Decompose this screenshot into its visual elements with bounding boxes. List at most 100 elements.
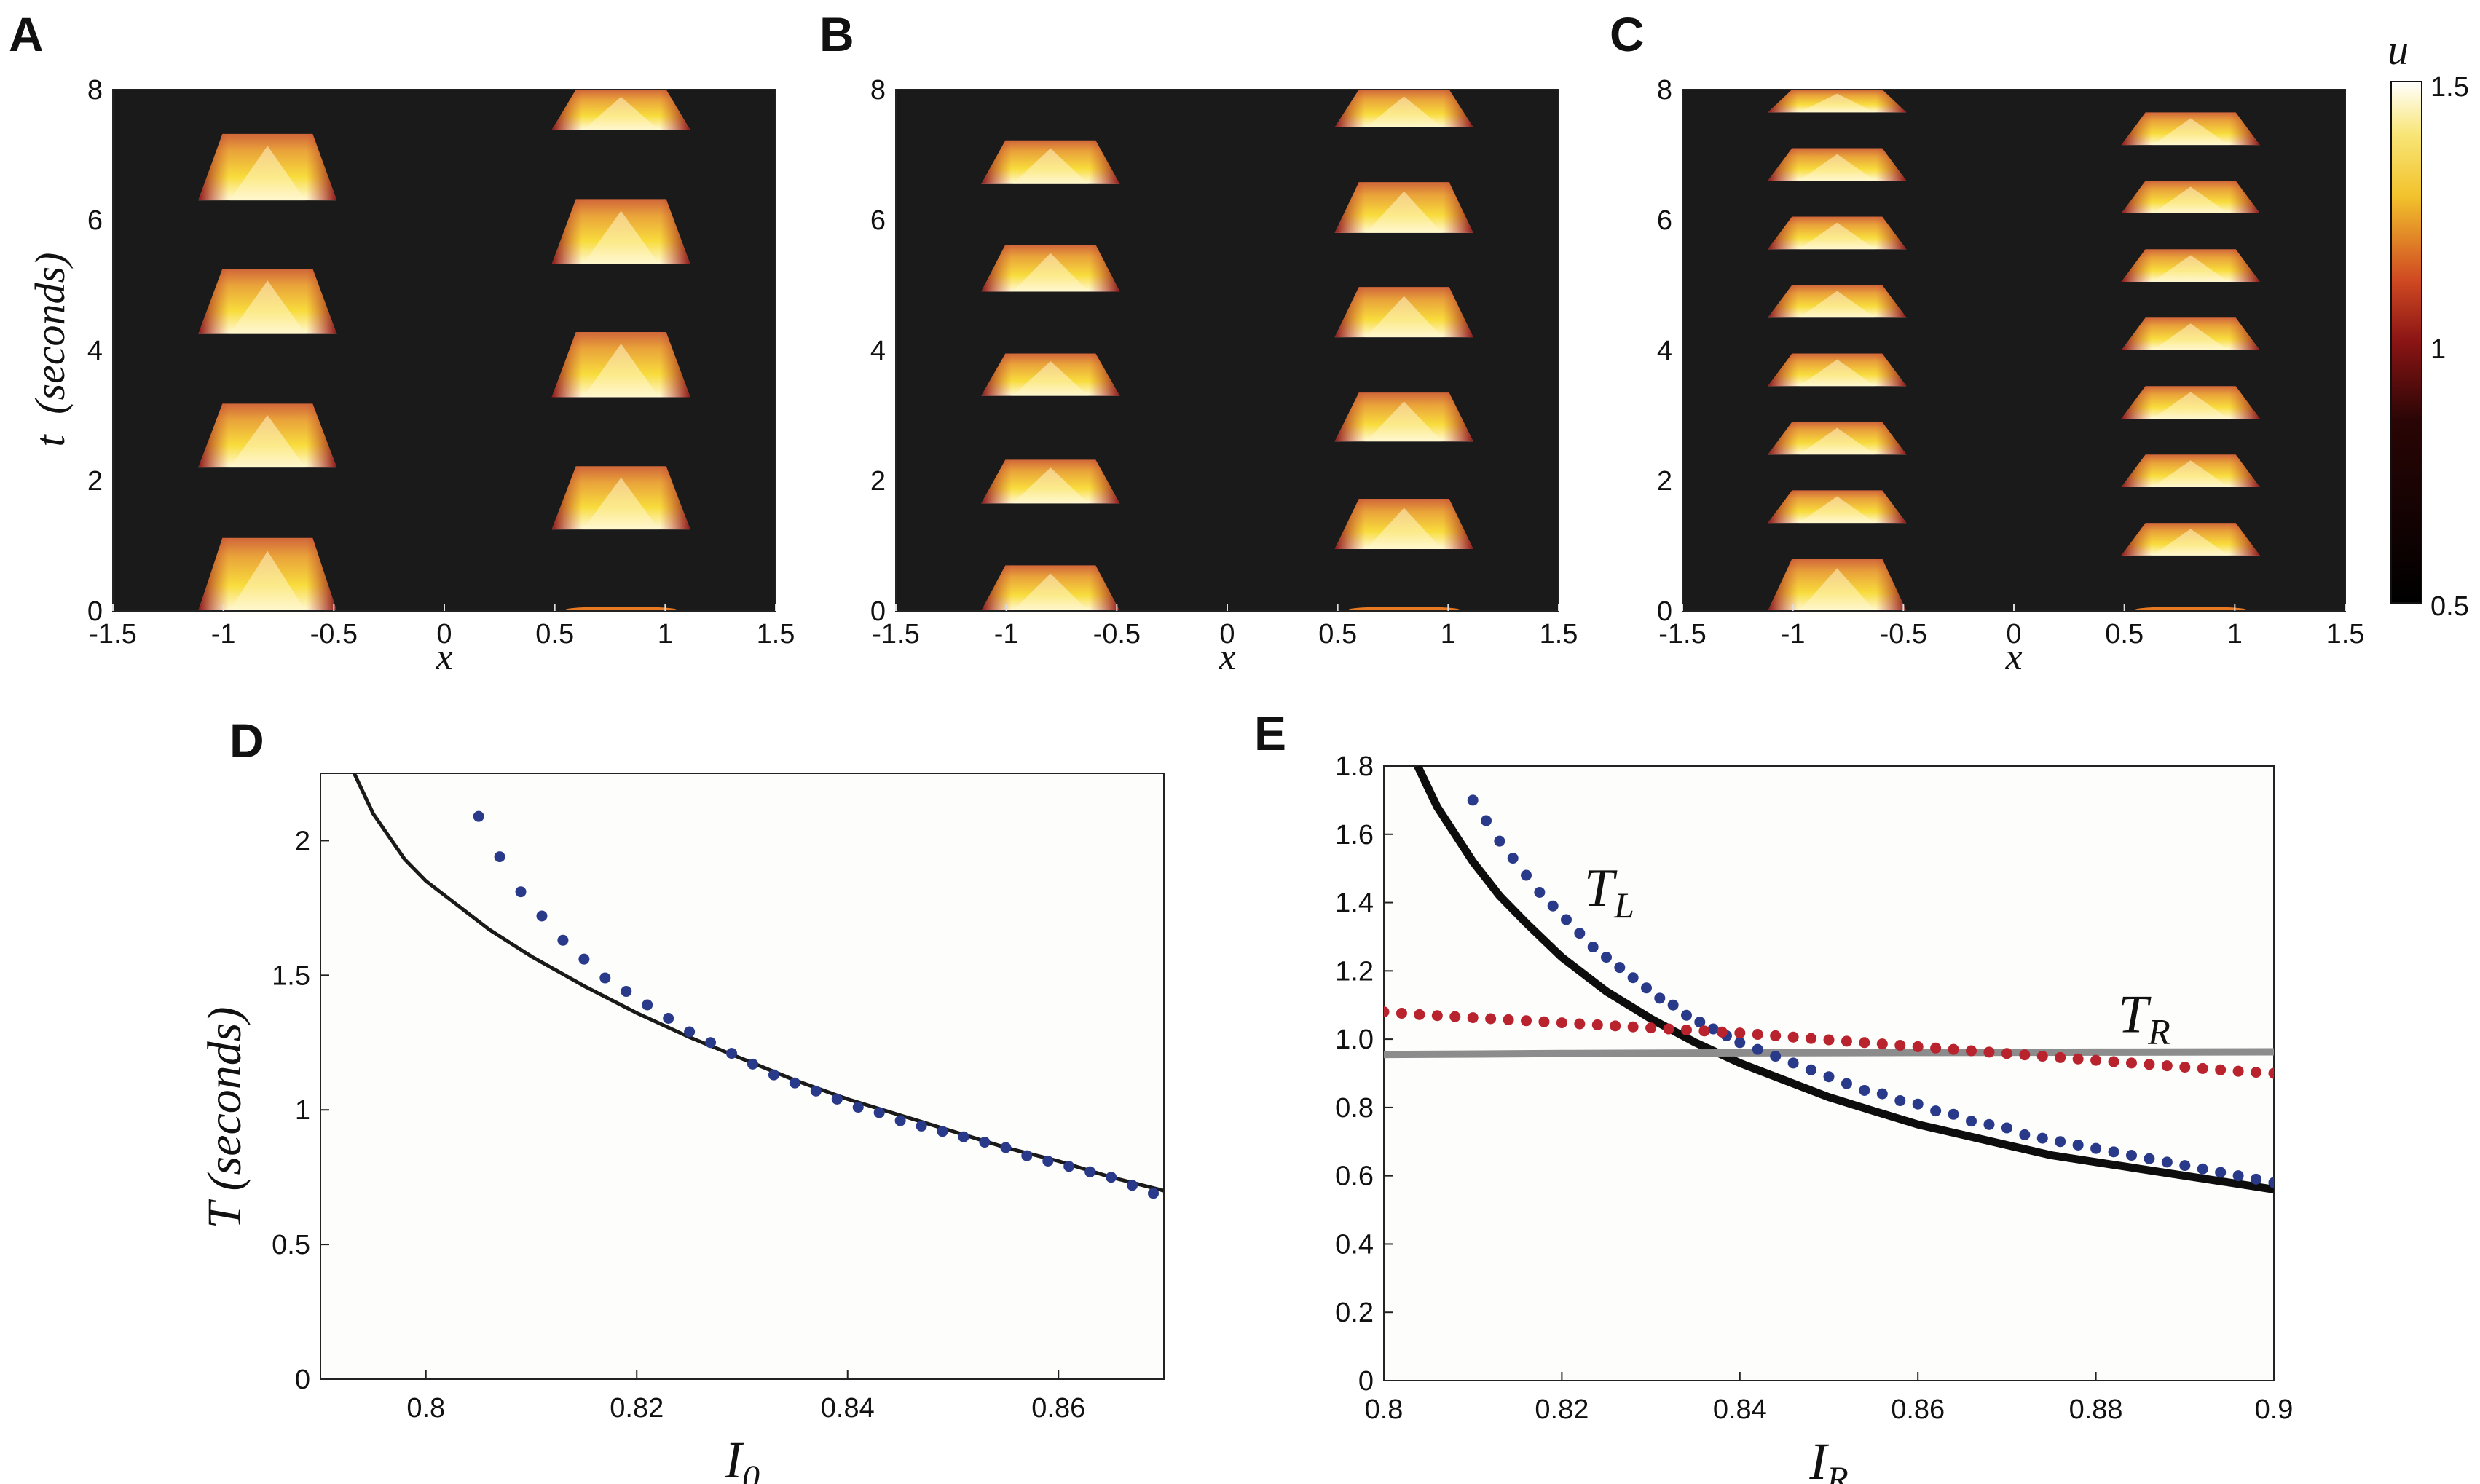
data-point [1707,1023,1719,1035]
heatmap-x-tick-label: 1.5 [2326,619,2365,650]
heatmap-bump-2 [1768,490,1907,524]
data-point [2108,1056,2119,1067]
heatmap-bump-core [1366,296,1442,338]
colorbar-tick-mid: 1 [2430,334,2446,365]
plot-xlabel: I0 [724,1431,760,1484]
data-point [1770,1051,1782,1062]
heatmap-ylabel: t (seconds) [26,253,74,447]
heatmap-bump-1 [198,537,337,611]
heatmap-bump-5 [981,140,1120,184]
data-point [1000,1142,1012,1153]
data-point [1591,1019,1603,1030]
data-point [1481,815,1492,826]
data-point [1148,1188,1160,1199]
data-point [979,1137,991,1148]
data-point [1507,853,1519,864]
heatmap-bump-core [1799,93,1875,113]
data-point [1912,1098,1924,1110]
heatmap-y-tick-label: 8 [870,75,886,106]
heatmap-y-tick-label: 2 [87,466,103,497]
data-point [1574,1018,1586,1030]
heatmap-bump-14 [2121,249,2260,283]
panel-letter-c: C [1610,7,1645,61]
annotation-sub: L [1613,885,1634,925]
data-point [768,1069,779,1081]
heatmap-x-tick-label: 1 [1441,619,1456,650]
data-point [1823,1071,1835,1083]
heatmap-bump-core [2152,323,2229,350]
data-point [958,1131,969,1142]
data-point [1948,1043,1959,1055]
annotation-TR: TR [2118,985,2170,1052]
heatmap-y-tick-label: 6 [1657,205,1672,236]
data-point [473,810,484,822]
data-point [2144,1059,2155,1070]
data-point [1966,1045,1977,1057]
data-point [1787,1031,1799,1043]
data-point [1841,1078,1852,1089]
heatmap-x-tick-label: -0.5 [310,619,358,650]
data-point [684,1026,696,1038]
data-point [1467,1012,1479,1024]
heatmap-bump-4 [1768,353,1907,387]
heatmap-x-tick-label: 1 [2227,619,2243,650]
plot-xlabel-sub: 0 [742,1459,760,1484]
data-point [2019,1129,2031,1140]
data-point [2036,1051,2048,1062]
heatmap-bump-core [2152,529,2229,556]
data-point [937,1126,948,1137]
heatmap-bump-core [583,477,659,530]
data-point [1983,1046,1995,1058]
data-point [2125,1150,2137,1161]
annotation-TL: TL [1584,859,1634,925]
heatmap-bump-7 [551,199,690,264]
heatmap-bump-core [2152,255,2229,283]
data-point [663,1012,674,1024]
heatmap-bump-core [2152,186,2229,214]
heatmap-bump-core [1799,568,1875,611]
data-point [1806,1033,1817,1044]
x-tick-label: 0.86 [1031,1393,1085,1424]
heatmap-bump-core [229,280,306,334]
heatmap-bump-core [1799,496,1875,524]
data-point [1503,1014,1514,1025]
data-point [2232,1170,2244,1182]
y-tick-label: 1.5 [272,960,310,991]
heatmap-bump-4 [198,133,337,201]
data-point [2161,1156,2173,1168]
heatmap-bump-1 [981,565,1120,611]
plot-xlabel-main: I [1808,1432,1829,1484]
data-point [1876,1088,1888,1100]
x-tick-label: 0.84 [821,1393,875,1424]
series-dots-t-r-simulation [1384,1006,2274,1079]
panel-letter-b: B [819,7,854,61]
heatmap-bump-core [1366,191,1442,233]
y-tick-label: 0.6 [1335,1161,1374,1192]
heatmap-bump-2 [981,459,1120,504]
heatmap-bump-core [1012,148,1089,184]
heatmap-panel-b: -1.5 -1 -0.5 0 0.5 1 1.5 0 2 4 6 8 x [870,75,1578,678]
plot-frame [320,773,1165,1380]
data-point [789,1077,800,1089]
data-point [2215,1167,2227,1178]
data-point [1610,1020,1621,1032]
data-point [1063,1161,1075,1172]
data-point [1966,1116,1977,1127]
data-point [621,986,632,998]
data-point [810,1085,822,1097]
data-point [1894,1095,1906,1107]
data-point [2001,1122,2012,1134]
data-point [747,1058,758,1070]
y-tick-label: 2 [295,826,310,856]
data-point [494,851,505,863]
data-point [1431,1010,1443,1022]
heatmap-y-tick-label: 2 [1657,466,1672,497]
data-point [2072,1053,2084,1065]
annotation-main: T [1584,859,1618,918]
data-point [1521,1015,1532,1027]
data-point [2072,1139,2084,1151]
heatmap-xlabel: x [435,636,452,678]
heatmap-bump-core [1799,154,1875,181]
data-point [1716,1026,1728,1038]
